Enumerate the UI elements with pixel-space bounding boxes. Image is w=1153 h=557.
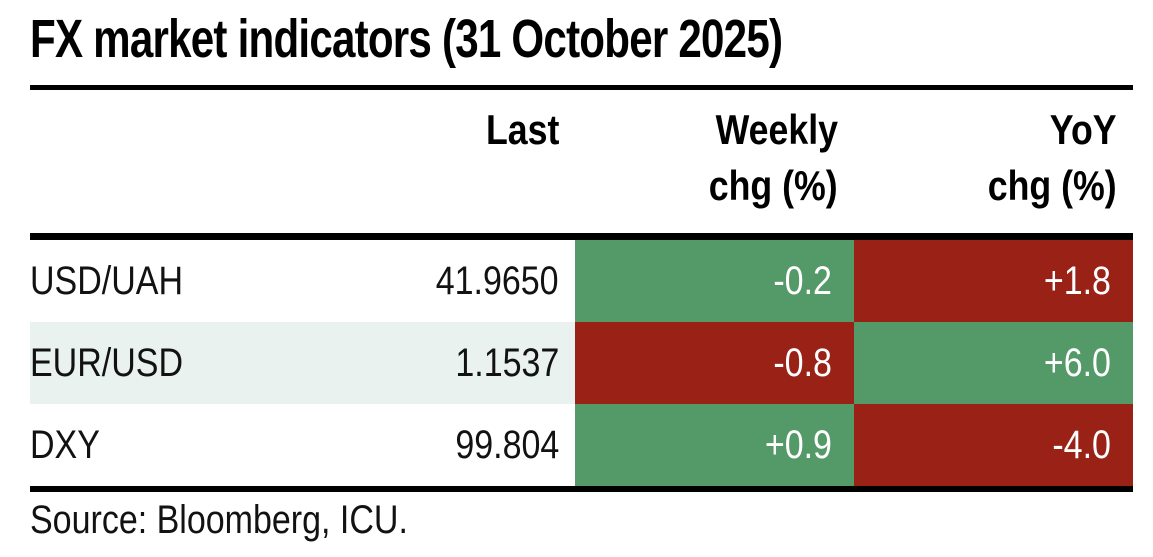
weekly-chg-cell: -0.8: [575, 322, 854, 404]
last-value: 99.804: [455, 422, 559, 467]
table-header-row: Last Weekly chg (%) YoY chg (%): [30, 100, 1133, 233]
last-value: 1.1537: [455, 340, 559, 385]
yoy-chg-cell: +1.8: [854, 240, 1133, 322]
indicator-label: DXY: [30, 422, 100, 467]
weekly-chg-cell: -0.2: [575, 240, 854, 322]
column-header-last: Last: [485, 106, 559, 153]
table-row-eur-usd: EUR/USD 1.1537 -0.8 +6.0: [30, 322, 1133, 404]
indicator-label: EUR/USD: [30, 340, 184, 385]
yoy-chg-cell: -4.0: [854, 404, 1133, 486]
last-value: 41.9650: [436, 258, 559, 303]
column-header-weekly-chg: Weekly chg (%): [709, 106, 838, 209]
table-bottom-border: [30, 486, 1133, 492]
table-row-dxy: DXY 99.804 +0.9 -4.0: [30, 404, 1133, 486]
weekly-chg-cell: +0.9: [575, 404, 854, 486]
indicator-label: USD/UAH: [30, 258, 184, 303]
column-header-yoy-chg: YoY chg (%): [988, 106, 1117, 209]
source-note: Source: Bloomberg, ICU.: [30, 498, 408, 542]
header-divider: [30, 233, 1133, 240]
table-body: USD/UAH 41.9650 -0.2 +1.8 EUR/USD 1.1537…: [30, 240, 1133, 486]
title-underline: [30, 85, 1133, 90]
page-title: FX market indicators (31 October 2025): [30, 8, 994, 70]
table-row-usd-uah: USD/UAH 41.9650 -0.2 +1.8: [30, 240, 1133, 322]
yoy-chg-cell: +6.0: [854, 322, 1133, 404]
page-title-text: FX market indicators (31 October 2025): [30, 9, 783, 69]
column-header-empty: [30, 100, 296, 233]
